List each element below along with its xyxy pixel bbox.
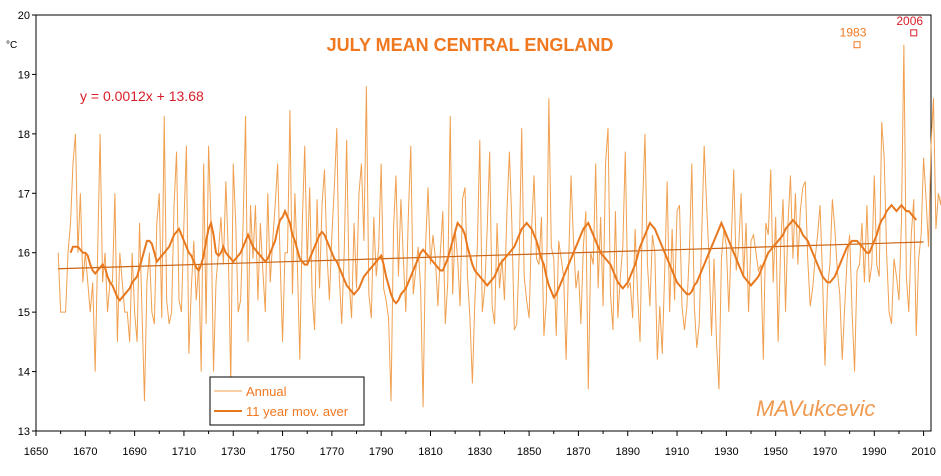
y-tick-label: 14 [18,367,30,379]
x-tick-label: 1730 [221,446,245,458]
x-tick-label: 1670 [73,446,97,458]
trend-equation: y = 0.0012x + 13.68 [80,88,204,104]
annotation-label-1983: 1983 [840,26,867,40]
annotation-marker-2006 [910,29,918,37]
series-annual-line [57,44,941,408]
x-tick-label: 1650 [24,446,48,458]
x-tick-label: 1870 [566,446,590,458]
y-tick-label: 16 [18,248,30,260]
legend-label-annual: Annual [246,384,287,399]
x-tick-label: 1770 [320,446,344,458]
legend-box [209,376,365,426]
y-tick-label: 19 [18,69,30,81]
x-tick-label: 1890 [615,446,639,458]
y-tick-label: 17 [18,188,30,200]
x-tick-label: 1970 [813,446,837,458]
annotation-label-2006: 2006 [896,14,923,28]
x-tick-label: 1810 [418,446,442,458]
x-tick-label: 1690 [122,446,146,458]
legend-label-moving-average: 11 year mov. aver [246,404,349,419]
x-tick-label: 1950 [763,446,787,458]
y-tick-label: 15 [18,307,30,319]
x-tick-label: 2010 [911,446,935,458]
y-tick-label: 18 [18,129,30,141]
plot-area-border [35,14,932,432]
y-tick-label: 13 [18,426,30,438]
series-moving-average-line [69,203,917,305]
x-tick-label: 1990 [862,446,886,458]
annotation-marker-1983 [853,41,861,49]
x-tick-label: 1790 [369,446,393,458]
series-trend-line [58,241,924,270]
y-tick-label: 20 [18,10,30,22]
x-tick-label: 1910 [665,446,689,458]
x-tick-label: 1830 [468,446,492,458]
x-tick-label: 1710 [172,446,196,458]
legend: Annual 11 year mov. aver [209,376,365,426]
author-signature: MAVukcevic [756,396,875,421]
y-axis-unit-label: °C [6,40,17,51]
chart-title: JULY MEAN CENTRAL ENGLAND [327,35,614,55]
x-tick-label: 1750 [270,446,294,458]
x-tick-label: 1850 [517,446,541,458]
x-tick-label: 1930 [714,446,738,458]
